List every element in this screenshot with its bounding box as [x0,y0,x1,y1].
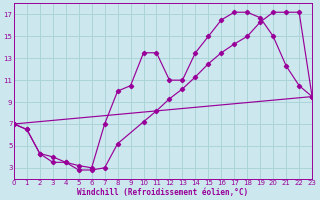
X-axis label: Windchill (Refroidissement éolien,°C): Windchill (Refroidissement éolien,°C) [77,188,249,197]
